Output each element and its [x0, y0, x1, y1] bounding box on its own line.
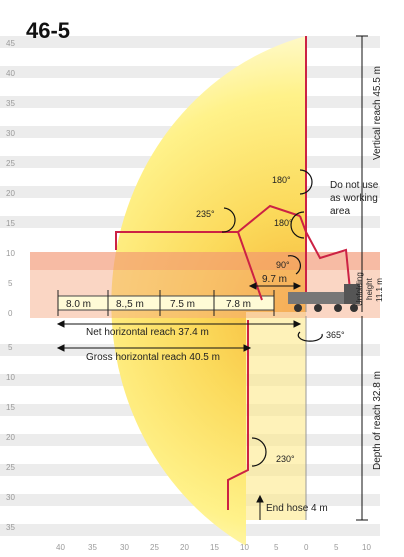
segment-label: 7.5 m [170, 299, 195, 310]
truck [288, 284, 360, 312]
tick-label: 10 [6, 373, 15, 382]
tick-label: 15 [6, 219, 15, 228]
tick-label: 10 [240, 543, 249, 552]
tick-label: 10 [362, 543, 371, 552]
angle-label: 90° [276, 260, 290, 270]
angle-label: 365° [326, 330, 345, 340]
angle-label: 180° [272, 175, 291, 185]
segment-label: 7.8 m [226, 299, 251, 310]
net-reach-label: Net horizontal reach 37.4 m [86, 327, 209, 338]
tick-label: 25 [6, 463, 15, 472]
reach-envelope [111, 36, 306, 546]
end-hose-label: End hose 4 m [266, 503, 328, 514]
y-ticks-top: 45 40 35 30 25 20 15 10 5 0 [6, 39, 15, 318]
tick-label: 25 [6, 159, 15, 168]
depth-reach-label: Depth of reach 32.8 m [372, 371, 383, 470]
tick-label: 35 [6, 99, 15, 108]
tick-label: 5 [8, 343, 13, 352]
angle-arcs [221, 169, 323, 467]
tick-label: 25 [150, 543, 159, 552]
tick-label: 20 [6, 433, 15, 442]
tick-label: 5 [274, 543, 279, 552]
tick-label: 15 [210, 543, 219, 552]
tick-label: 15 [6, 403, 15, 412]
tick-label: 5 [8, 279, 13, 288]
tick-label: 30 [120, 543, 129, 552]
warning-line: as working [330, 193, 378, 204]
angle-label: 180° [274, 218, 293, 228]
warning-line: area [330, 206, 350, 217]
tick-label: 45 [6, 39, 15, 48]
tick-label: 20 [180, 543, 189, 552]
vertical-reach-label: Vertical reach 45.5 m [372, 66, 383, 160]
dim-label: 9.7 m [262, 274, 287, 285]
model-title: 46-5 [26, 18, 70, 43]
gross-reach-label: Gross horizontal reach 40.5 m [86, 352, 220, 363]
tick-label: 30 [6, 129, 15, 138]
segment-label: 8.,5 m [116, 299, 144, 310]
unfolding-label: 11.1 m [375, 278, 384, 302]
tick-label: 20 [6, 189, 15, 198]
tick-label: 35 [6, 523, 15, 532]
tick-label: 35 [88, 543, 97, 552]
angle-label: 235° [196, 209, 215, 219]
tick-label: 40 [56, 543, 65, 552]
segment-bar [57, 290, 275, 316]
warning-line: Do not use [330, 180, 379, 191]
y-ticks-bottom: 5 10 15 20 25 30 35 [6, 343, 15, 532]
reach-arrows [56, 35, 368, 521]
x-ticks: 40 35 30 25 20 15 10 5 0 5 10 [56, 543, 371, 552]
unfolding-label: Unfolding [355, 272, 364, 306]
unfolding-label: height [365, 277, 374, 300]
tick-label: 40 [6, 69, 15, 78]
angle-label: 230° [276, 454, 295, 464]
tick-label: 10 [6, 249, 15, 258]
tick-label: 5 [334, 543, 339, 552]
tick-label: 30 [6, 493, 15, 502]
tick-label: 0 [8, 309, 13, 318]
boom-lines [115, 36, 351, 510]
tick-label: 0 [304, 543, 309, 552]
segment-label: 8.0 m [66, 299, 91, 310]
